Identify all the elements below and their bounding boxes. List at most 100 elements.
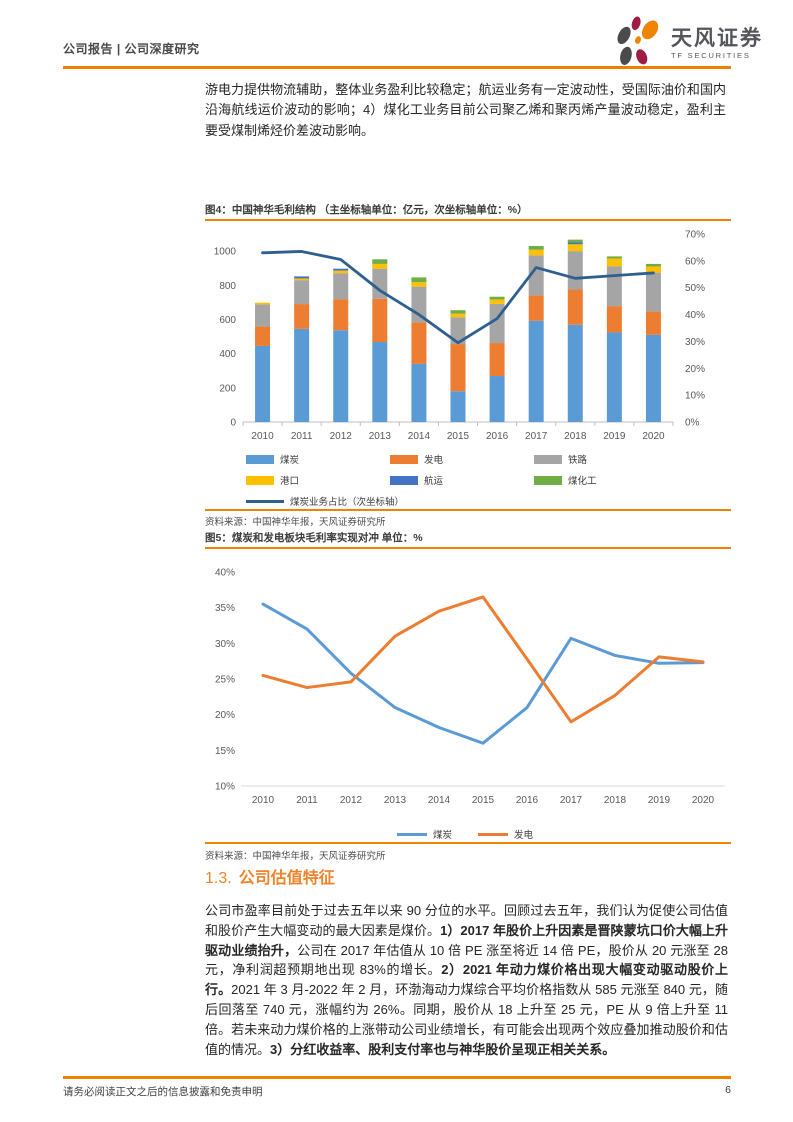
svg-text:60%: 60%: [685, 256, 705, 267]
svg-text:2019: 2019: [603, 431, 626, 442]
svg-text:0%: 0%: [685, 418, 700, 429]
legend-swatch: [534, 475, 562, 485]
svg-text:50%: 50%: [685, 283, 705, 294]
footer-disclaimer: 请务必阅读正文之后的信息披露和免责申明: [63, 1086, 263, 1098]
logo-brand-en: TF SECURITIES: [671, 50, 751, 60]
svg-text:70%: 70%: [685, 230, 705, 241]
figure4-title: 图4：中国神华毛利结构 （主坐标轴单位：亿元，次坐标轴单位：%）: [205, 204, 528, 216]
svg-text:35%: 35%: [215, 603, 235, 614]
legend-label: 煤炭: [432, 830, 452, 841]
svg-text:10%: 10%: [215, 782, 235, 793]
svg-text:40%: 40%: [685, 310, 705, 321]
legend-label: 煤炭业务占比（次坐标轴）: [290, 497, 405, 508]
svg-text:20%: 20%: [215, 710, 235, 721]
legend-item: 航运: [390, 473, 534, 487]
svg-text:2013: 2013: [369, 431, 392, 442]
figure5-title-rule: [205, 547, 731, 549]
legend-swatch: [390, 475, 418, 485]
svg-text:30%: 30%: [215, 639, 235, 650]
svg-text:2015: 2015: [472, 795, 495, 806]
figure5-chart: 10% 15% 20% 25% 30% 35% 40% 2010 2011 2012 2013 201…: [205, 558, 727, 815]
section-number: 1.3.: [205, 870, 232, 887]
breadcrumb: 公司报告 | 公司深度研究: [63, 42, 200, 56]
svg-text:2018: 2018: [604, 795, 627, 806]
figure5-title: 图5：煤炭和发电板块毛利率实现对冲 单位：%: [205, 532, 423, 544]
svg-text:2016: 2016: [486, 431, 509, 442]
figure4-legend: 煤炭 发电 铁路港口 航运 煤化工煤炭业务占比（次坐标轴）: [246, 452, 754, 508]
svg-text:15%: 15%: [215, 746, 235, 757]
legend-item: 煤化工: [534, 473, 754, 487]
legend-item-line: 煤炭业务占比（次坐标轴）: [246, 494, 404, 508]
svg-text:600: 600: [219, 315, 236, 326]
svg-text:2010: 2010: [252, 795, 275, 806]
valuation-paragraph: 公司市盈率目前处于过去五年以来 90 分位的水平。回顾过去五年，我们认为促使公司…: [205, 901, 728, 1059]
legend-swatch: [246, 499, 284, 503]
legend-label: 航运: [424, 476, 444, 487]
figure5-bottom-rule: [205, 842, 731, 844]
legend-swatch: [246, 454, 274, 464]
legend-label: 煤化工: [568, 476, 597, 487]
svg-text:2011: 2011: [296, 795, 318, 806]
footer-divider: [63, 1076, 731, 1079]
svg-text:2014: 2014: [428, 795, 451, 806]
logo-flower-icon: [612, 14, 664, 73]
svg-text:400: 400: [219, 349, 236, 360]
tf-securities-logo: 天风证券 TF SECURITIES: [612, 14, 763, 73]
svg-text:2010: 2010: [251, 431, 274, 442]
legend-item: 发电: [478, 827, 533, 841]
legend-label: 发电: [424, 455, 444, 466]
section-heading: 1.3. 公司估值特征: [205, 864, 335, 888]
svg-text:2020: 2020: [642, 431, 665, 442]
legend-label: 煤炭: [280, 455, 300, 466]
legend-item: 铁路: [534, 452, 754, 466]
svg-text:2018: 2018: [564, 431, 587, 442]
svg-text:800: 800: [219, 281, 236, 292]
svg-text:2012: 2012: [330, 431, 353, 442]
figure5-legend: 煤炭 发电: [205, 827, 725, 841]
legend-swatch: [390, 454, 418, 464]
legend-swatch: [478, 832, 508, 836]
svg-text:2011: 2011: [291, 431, 313, 442]
text-segment: 公司市盈率目前处于过去五年以来 90 分位的水平。回顾过去五年，我们认为促使公司…: [205, 903, 728, 938]
text-segment: 3）分红收益率、股利支付率也与神华股价呈现正相关关系。: [270, 1041, 616, 1057]
intro-paragraph: 游电力提供物流辅助，整体业务盈利比较稳定；航运业务有一定波动性，受国际油价和国内…: [205, 82, 726, 138]
footer: 请务必阅读正文之后的信息披露和免责申明 6: [63, 1084, 731, 1099]
text-segment: 2021 年 3 月-2022 年 2 月，环渤海动力煤综合平均价格指数从 58…: [205, 982, 728, 1057]
svg-text:0: 0: [230, 418, 236, 429]
figure5-source: 资料来源：中国神华年报，天风证券研究所: [205, 851, 386, 862]
svg-text:10%: 10%: [685, 391, 705, 402]
svg-text:2019: 2019: [648, 795, 671, 806]
text-segment: 2）2021 年动力煤价格出现大幅变动驱动股价上行。: [205, 962, 728, 998]
legend-item: 发电: [390, 452, 534, 466]
svg-text:40%: 40%: [215, 568, 235, 579]
svg-text:25%: 25%: [215, 675, 235, 686]
header-divider: [63, 66, 731, 69]
svg-text:2016: 2016: [516, 795, 539, 806]
legend-item: 港口: [246, 473, 390, 487]
section-title: 公司估值特征: [238, 870, 335, 887]
page-number: 6: [725, 1084, 731, 1096]
figure4-chart: 0 200 400 600 800 1000 0% 10% 20% 30% 40% 50% 60% 70%…: [205, 226, 725, 463]
logo-brand-cn: 天风证券: [671, 26, 763, 50]
legend-swatch: [246, 475, 274, 485]
legend-label: 港口: [280, 476, 300, 487]
svg-text:2014: 2014: [408, 431, 431, 442]
svg-text:2012: 2012: [340, 795, 363, 806]
text-segment: 公司在 2017 年估值从 10 倍 PE 涨至将近 14 倍 PE，股价从 2…: [205, 942, 728, 978]
figure4-source: 资料来源：中国神华年报，天风证券研究所: [205, 517, 386, 528]
text-segment: 1）2017 年股价上升因素是晋陕蒙坑口价大幅上升驱动业绩抬升，: [205, 922, 728, 958]
legend-swatch: [396, 832, 427, 836]
svg-text:30%: 30%: [685, 337, 705, 348]
legend-item: 煤炭: [396, 827, 452, 841]
legend-item: 煤炭: [246, 452, 390, 466]
legend-label: 发电: [514, 830, 534, 841]
svg-text:20%: 20%: [685, 364, 705, 375]
figure4-bottom-rule: [205, 509, 731, 511]
svg-text:2017: 2017: [525, 431, 548, 442]
svg-text:2013: 2013: [384, 795, 407, 806]
legend-swatch: [534, 454, 562, 464]
svg-text:2015: 2015: [447, 431, 470, 442]
svg-text:2017: 2017: [560, 795, 583, 806]
figure4-title-rule: [205, 219, 731, 221]
